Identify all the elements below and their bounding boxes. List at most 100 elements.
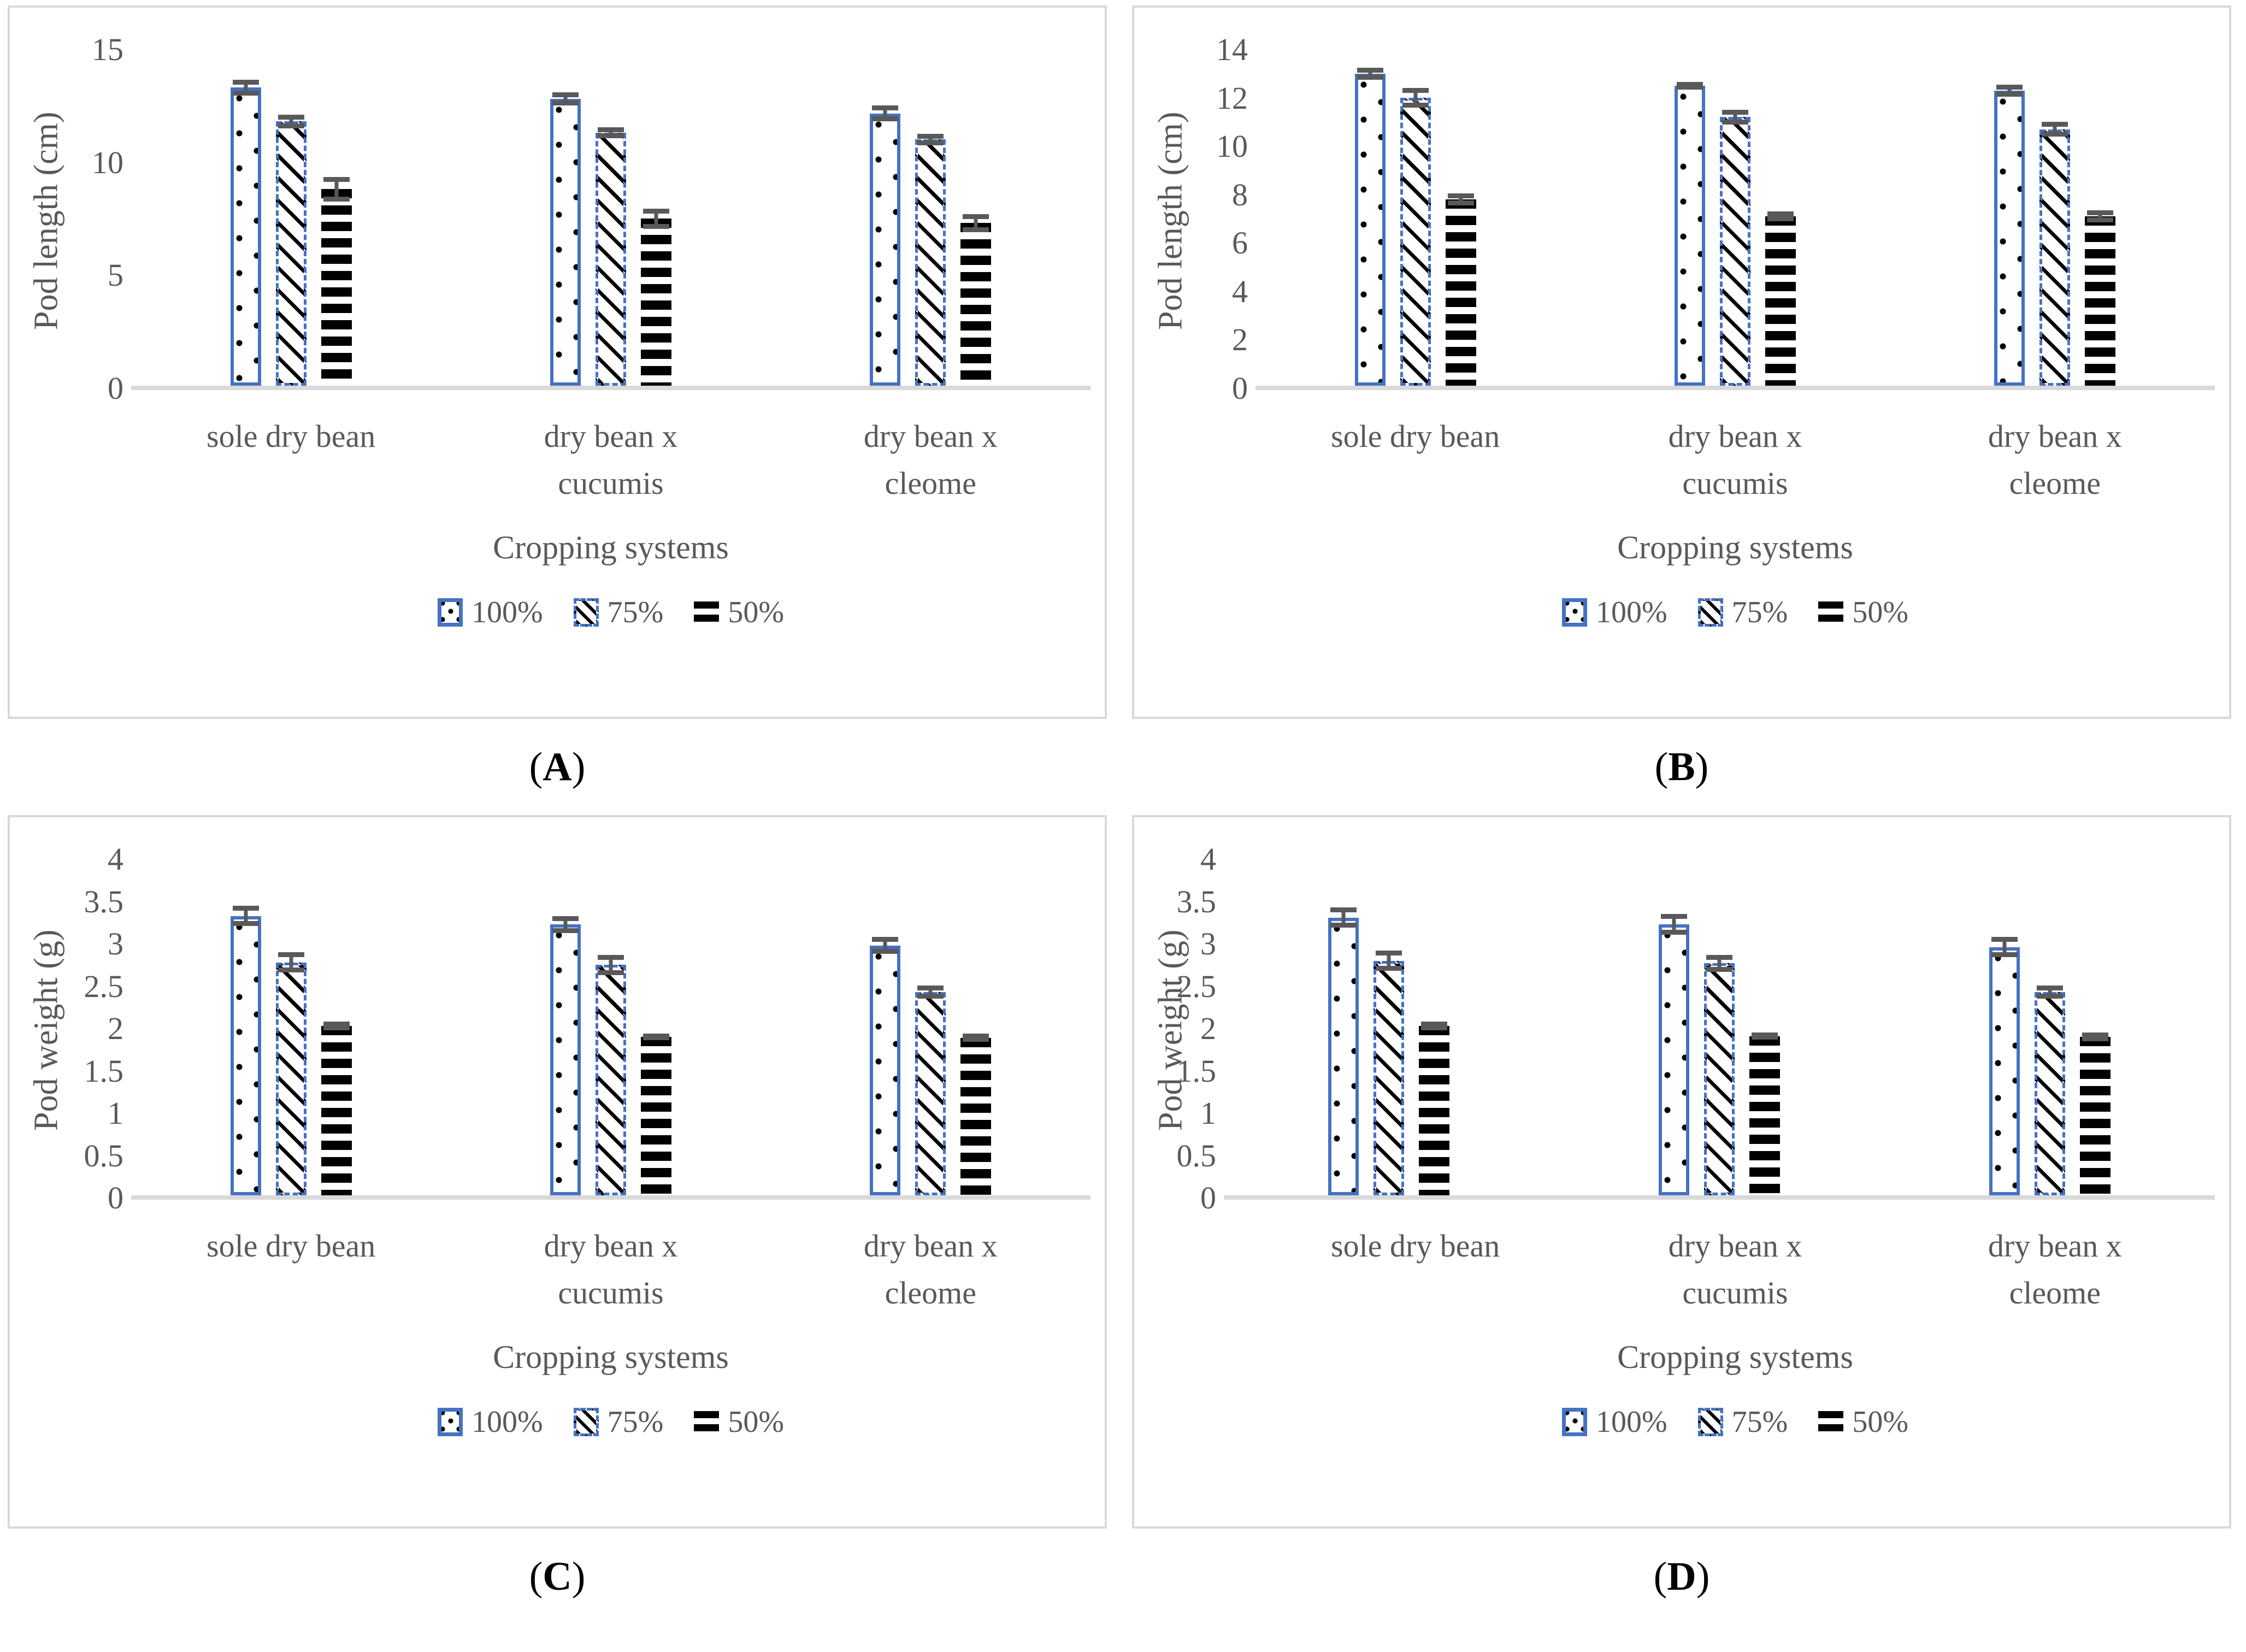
error-bar-cap-top <box>917 985 944 990</box>
legend-item-50%: 50% <box>694 595 784 630</box>
bar-group <box>1658 914 1780 1195</box>
error-bar <box>552 92 579 106</box>
bar-fill <box>230 87 261 386</box>
y-tick-label: 1 <box>108 1095 123 1131</box>
bar-50%-sole-dry-bean <box>321 176 352 386</box>
y-tick-label: 5 <box>108 257 123 293</box>
error-bar <box>872 937 899 954</box>
legend-item-100%: 100% <box>438 595 543 630</box>
y-tick-label: 0 <box>108 370 123 406</box>
error-bar-line <box>654 208 658 229</box>
y-tick-label: 0 <box>1232 370 1248 406</box>
error-bar <box>552 916 579 933</box>
caption-close: ) <box>1696 1554 1710 1599</box>
legend-swatch-stripes-icon <box>1818 601 1844 623</box>
x-axis-labels: sole dry bean dry bean x cucumis dry bean … <box>1255 413 2215 507</box>
error-bar-cap-bottom <box>323 1025 350 1030</box>
error-bar-line <box>1733 110 1737 125</box>
x-category-label: sole dry bean <box>1331 418 1500 454</box>
error-bar-line <box>1387 951 1391 971</box>
bar-100%-dry-bean-x-cucumis <box>1658 914 1689 1195</box>
y-axis-title: Pod weight (g) <box>1152 929 1189 1131</box>
error-bar-cap-bottom <box>323 197 350 202</box>
error-bar-line <box>563 92 568 106</box>
bar-75%-dry-bean-x-cucumis <box>595 954 626 1195</box>
y-axis-title: Pod length (cm) <box>1152 111 1189 330</box>
y-tick-label: 0 <box>108 1180 123 1216</box>
bar-group <box>1989 937 2111 1195</box>
bar-fill <box>915 139 946 386</box>
legend-label: 50% <box>1852 595 1908 629</box>
error-bar-cap-bottom <box>872 949 899 954</box>
bar-fill <box>1719 117 1750 386</box>
error-bar-line <box>2098 210 2102 223</box>
error-bar <box>232 79 259 96</box>
y-tick-label: 3.5 <box>84 883 124 919</box>
y-tick-label: 3.5 <box>1176 883 1217 919</box>
y-tick-label: 4 <box>1200 841 1216 877</box>
error-bar <box>917 134 944 145</box>
legend-item-100%: 100% <box>438 1405 543 1439</box>
bar-fill <box>321 189 352 386</box>
y-tick-label: 10 <box>92 144 123 180</box>
y-axis-title: Pod weight (g) <box>27 929 65 1131</box>
legend-label: 50% <box>1852 1405 1908 1439</box>
caption-close: ) <box>571 744 586 789</box>
error-bar-cap-bottom <box>232 90 259 96</box>
legend: 100% 75% 50% <box>1255 595 2215 630</box>
chart-area-b: Pod length (cm) 0 2 4 6 8 10 12 14 <box>1151 30 2215 404</box>
legend-label: 100% <box>471 1405 543 1439</box>
bar-75%-dry-bean-x-cucumis <box>595 127 626 386</box>
bar-100%-sole-dry-bean <box>1354 67 1386 386</box>
error-bar-line <box>289 952 293 973</box>
bar-fill <box>321 1026 352 1195</box>
error-bar <box>2042 122 2068 137</box>
error-bar-line <box>289 115 293 128</box>
error-bar-cap-bottom <box>963 1037 989 1042</box>
error-bar-cap-top <box>642 208 669 214</box>
error-bar-cap-top <box>278 115 304 120</box>
error-bar-cap-bottom <box>1330 923 1357 928</box>
error-bar-cap-bottom <box>278 967 304 973</box>
y-axis-ticks: 0 2 4 6 8 10 12 14 <box>1191 34 1255 404</box>
error-bar <box>917 985 944 999</box>
error-bar-cap-bottom <box>1767 216 1794 221</box>
bar-fill <box>1989 947 2020 1195</box>
error-bar <box>1330 907 1357 928</box>
bar-50%-dry-bean-x-cleome <box>960 1033 992 1195</box>
y-tick-label: 8 <box>1232 176 1248 213</box>
bar-fill <box>1994 90 2025 386</box>
legend-item-50%: 50% <box>1818 1405 1908 1439</box>
bar-fill <box>1703 963 1735 1195</box>
error-bar-cap-bottom <box>232 921 259 927</box>
y-tick-label: 1 <box>1200 1095 1216 1131</box>
panel-c: Pod weight (g) 0 0.5 1 1.5 2 2.5 3 3.5 4 sole dr… <box>8 815 1107 1529</box>
y-tick-label: 12 <box>1216 80 1248 116</box>
error-bar-line <box>244 905 248 927</box>
error-bar <box>1402 88 1429 108</box>
bar-fill <box>550 924 581 1195</box>
error-bar <box>232 905 259 927</box>
caption-b: (B) <box>1132 719 2231 815</box>
bar-fill <box>230 916 261 1195</box>
bar-75%-dry-bean-x-cleome <box>915 134 946 386</box>
legend-item-100%: 100% <box>1562 595 1667 630</box>
error-bar-cap-top <box>1996 84 2023 90</box>
error-bar-cap-bottom <box>597 133 624 139</box>
error-bar <box>1660 914 1687 935</box>
error-bar-cap-top <box>323 176 350 182</box>
error-bar-cap-bottom <box>1751 1034 1778 1040</box>
error-bar <box>323 1022 350 1030</box>
x-axis-labels: sole dry bean dry bean x cucumis dry bean … <box>131 1223 1090 1317</box>
legend-item-75%: 75% <box>573 595 663 630</box>
bar-75%-sole-dry-bean <box>275 952 306 1195</box>
x-category-label: sole dry bean <box>207 418 376 454</box>
legend-swatch-dots-icon <box>1562 598 1588 627</box>
legend-item-50%: 50% <box>1818 595 1908 630</box>
error-bar-cap-top <box>1421 1022 1448 1027</box>
error-bar-cap-bottom <box>2036 994 2063 999</box>
y-axis-ticks: 0 0.5 1 1.5 2 2.5 3 3.5 4 <box>1159 843 1224 1214</box>
bar-fill <box>1328 917 1359 1195</box>
y-tick-label: 6 <box>1232 225 1248 261</box>
